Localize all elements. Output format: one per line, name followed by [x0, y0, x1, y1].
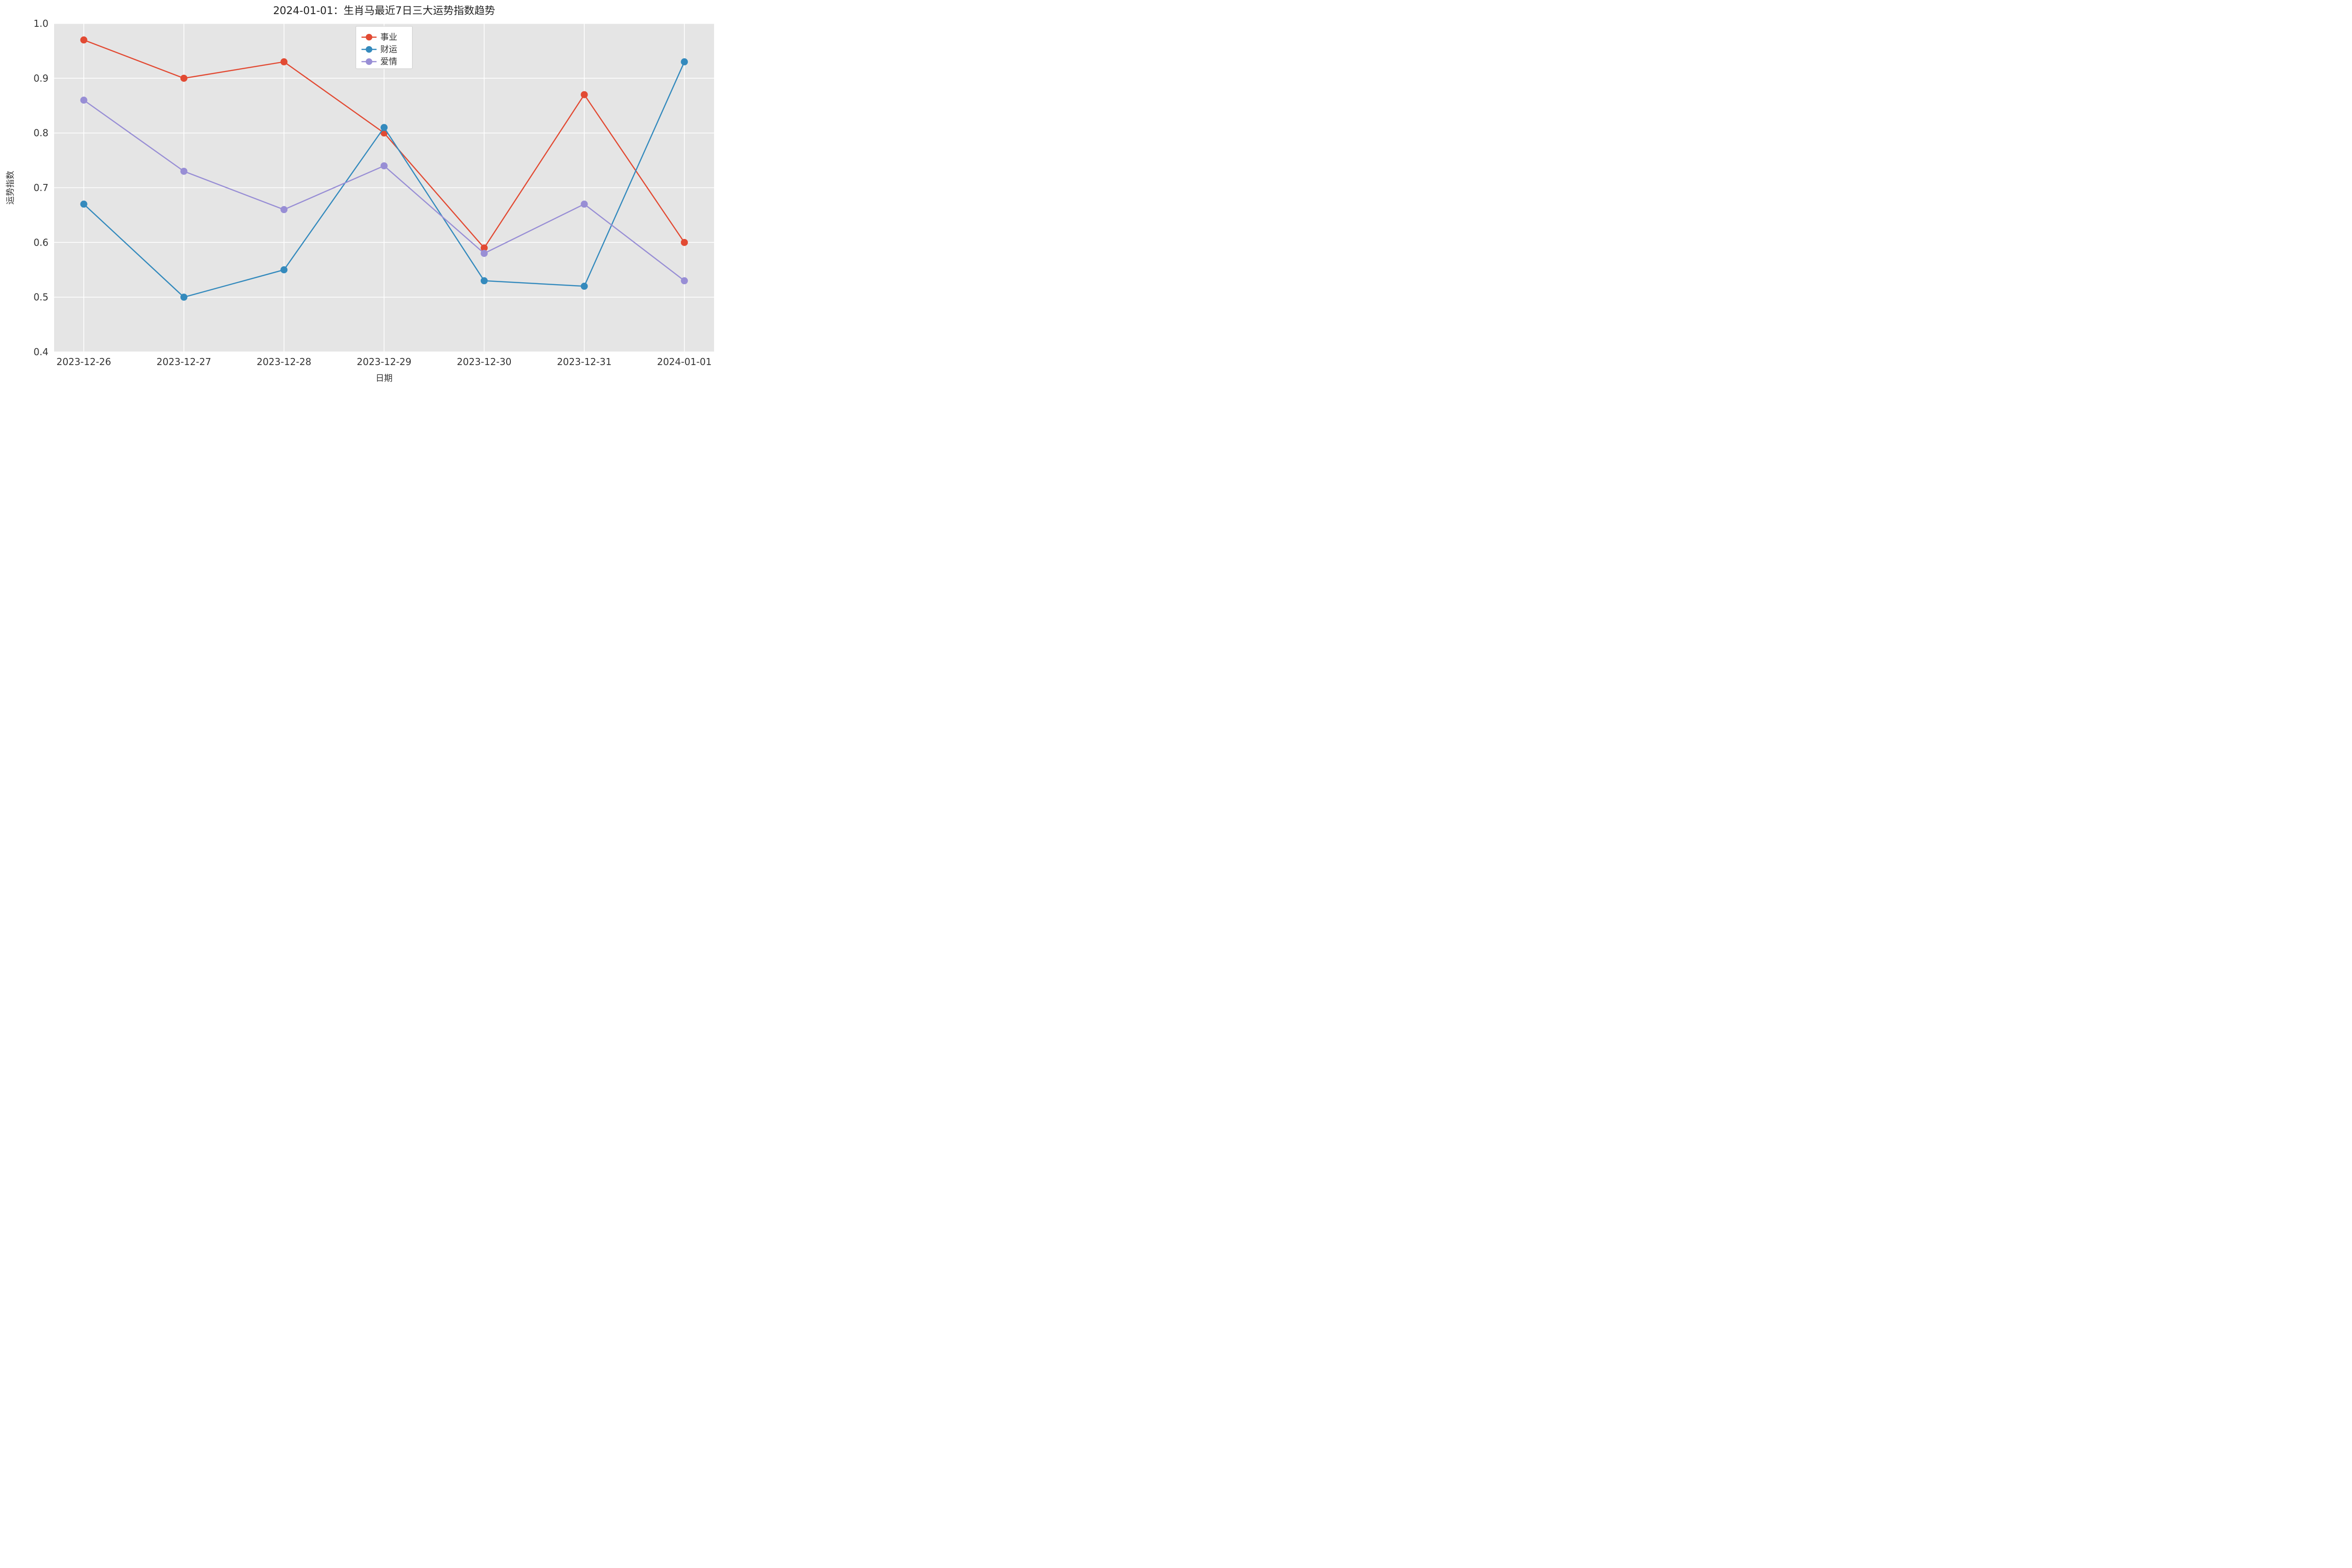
x-tick-label: 2023-12-30 [457, 356, 511, 367]
y-tick-label: 1.0 [33, 18, 48, 29]
y-tick-label: 0.8 [33, 127, 48, 139]
series-marker-2 [581, 201, 588, 207]
series-marker-1 [481, 278, 487, 284]
series-marker-0 [681, 239, 688, 246]
x-tick-label: 2023-12-29 [357, 356, 411, 367]
series-marker-0 [80, 37, 87, 43]
y-tick-label: 0.7 [33, 182, 48, 193]
series-marker-0 [281, 58, 287, 65]
series-marker-1 [581, 283, 588, 289]
x-tick-label: 2023-12-28 [257, 356, 311, 367]
series-marker-2 [181, 168, 187, 175]
legend-label-2: 爱情 [381, 57, 397, 67]
series-marker-2 [481, 250, 487, 257]
series-marker-2 [381, 162, 388, 169]
series-marker-1 [281, 267, 287, 273]
chart-container: 0.4 0.5 0.6 0.7 0.8 0.9 1.0 2023-12-26 2023-12-2… [0, 0, 728, 392]
legend: 事业财运爱情 [356, 26, 413, 69]
line-chart: 0.4 0.5 0.6 0.7 0.8 0.9 1.0 2023-12-26 2023-12-2… [0, 0, 728, 392]
legend-label-1: 财运 [381, 45, 397, 55]
series-marker-0 [581, 91, 588, 98]
series-marker-2 [281, 207, 287, 213]
legend-label-0: 事业 [381, 32, 397, 42]
chart-title: 2024-01-01：生肖马最近7日三大运势指数趋势 [273, 5, 495, 17]
y-tick-label: 0.9 [33, 72, 48, 84]
series-marker-1 [181, 294, 187, 301]
y-tick-label: 0.6 [33, 237, 48, 248]
y-tick-label: 0.5 [33, 292, 48, 303]
series-marker-2 [80, 97, 87, 103]
series-marker-1 [381, 124, 388, 131]
series-marker-1 [681, 58, 688, 65]
x-axis-label: 日期 [376, 374, 393, 383]
y-axis-label: 运势指数 [6, 171, 16, 205]
y-tick-label: 0.4 [33, 346, 48, 358]
series-marker-1 [80, 201, 87, 207]
series-marker-2 [681, 278, 688, 284]
series-marker-0 [181, 75, 187, 81]
x-tick-label: 2023-12-26 [56, 356, 111, 367]
x-tick-label: 2023-12-27 [157, 356, 211, 367]
x-tick-label: 2024-01-01 [657, 356, 712, 367]
x-tick-label: 2023-12-31 [557, 356, 612, 367]
